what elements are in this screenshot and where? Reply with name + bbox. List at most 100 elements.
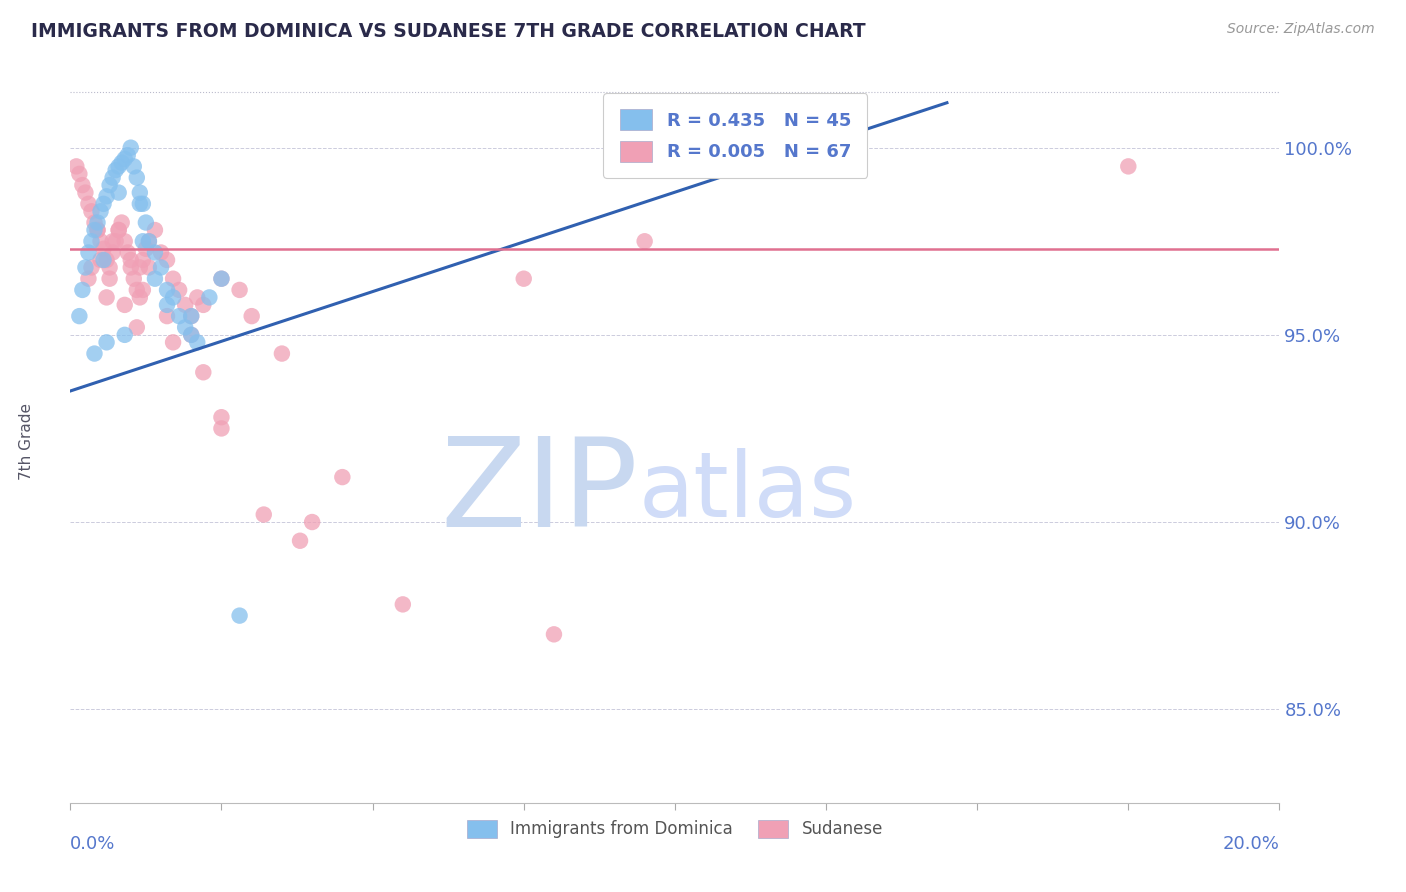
- Point: [193, 298, 215, 312]
- Point: [156, 252, 179, 267]
- Point: [301, 515, 323, 529]
- Point: [98, 260, 121, 275]
- Point: [93, 196, 115, 211]
- Point: [633, 234, 655, 248]
- Point: [77, 245, 100, 260]
- Point: [132, 283, 155, 297]
- Point: [107, 223, 129, 237]
- Point: [143, 245, 166, 260]
- Point: [150, 245, 173, 260]
- Point: [128, 196, 150, 211]
- Point: [120, 252, 142, 267]
- Point: [114, 234, 136, 248]
- Point: [180, 309, 202, 323]
- Point: [83, 223, 105, 237]
- Text: 7th Grade: 7th Grade: [20, 403, 34, 480]
- Point: [111, 155, 134, 169]
- Text: atlas: atlas: [638, 448, 856, 536]
- Point: [93, 252, 115, 267]
- Point: [80, 260, 103, 275]
- Point: [122, 160, 145, 174]
- Point: [86, 215, 108, 229]
- Point: [75, 186, 97, 200]
- Point: [96, 189, 118, 203]
- Legend: Immigrants from Dominica, Sudanese: Immigrants from Dominica, Sudanese: [460, 813, 890, 845]
- Point: [228, 608, 250, 623]
- Point: [83, 215, 105, 229]
- Point: [135, 215, 157, 229]
- Point: [125, 283, 148, 297]
- Point: [104, 234, 127, 248]
- Point: [156, 309, 179, 323]
- Point: [174, 298, 197, 312]
- Point: [180, 309, 202, 323]
- Point: [90, 204, 111, 219]
- Point: [211, 421, 233, 435]
- Point: [174, 320, 197, 334]
- Point: [211, 271, 233, 285]
- Point: [228, 283, 250, 297]
- Point: [104, 163, 127, 178]
- Point: [193, 365, 215, 379]
- Point: [86, 223, 108, 237]
- Point: [90, 234, 111, 248]
- Point: [167, 283, 190, 297]
- Point: [77, 196, 100, 211]
- Point: [101, 170, 124, 185]
- Point: [211, 271, 233, 285]
- Point: [72, 178, 94, 193]
- Point: [117, 148, 139, 162]
- Point: [180, 327, 202, 342]
- Text: 0.0%: 0.0%: [70, 835, 115, 854]
- Point: [114, 327, 136, 342]
- Point: [96, 335, 118, 350]
- Point: [253, 508, 276, 522]
- Point: [93, 242, 115, 256]
- Point: [120, 141, 142, 155]
- Point: [125, 170, 148, 185]
- Point: [162, 271, 184, 285]
- Point: [80, 204, 103, 219]
- Point: [543, 627, 565, 641]
- Point: [138, 260, 160, 275]
- Point: [332, 470, 354, 484]
- Point: [138, 234, 160, 248]
- Point: [107, 186, 129, 200]
- Point: [128, 260, 150, 275]
- Point: [117, 245, 139, 260]
- Point: [211, 410, 233, 425]
- Point: [143, 223, 166, 237]
- Point: [67, 309, 90, 323]
- Point: [86, 223, 108, 237]
- Point: [98, 178, 121, 193]
- Point: [186, 290, 208, 304]
- Point: [270, 346, 294, 360]
- Point: [132, 196, 155, 211]
- Point: [162, 335, 184, 350]
- Text: IMMIGRANTS FROM DOMINICA VS SUDANESE 7TH GRADE CORRELATION CHART: IMMIGRANTS FROM DOMINICA VS SUDANESE 7TH…: [31, 22, 866, 41]
- Point: [138, 234, 160, 248]
- Point: [240, 309, 263, 323]
- Point: [120, 260, 142, 275]
- Point: [1118, 160, 1140, 174]
- Point: [77, 271, 100, 285]
- Point: [143, 271, 166, 285]
- Text: Source: ZipAtlas.com: Source: ZipAtlas.com: [1227, 22, 1375, 37]
- Point: [80, 234, 103, 248]
- Point: [101, 234, 124, 248]
- Point: [288, 533, 311, 548]
- Point: [114, 298, 136, 312]
- Point: [107, 160, 129, 174]
- Point: [128, 186, 150, 200]
- Point: [128, 290, 150, 304]
- Text: 20.0%: 20.0%: [1223, 835, 1279, 854]
- Point: [101, 245, 124, 260]
- Text: ZIP: ZIP: [440, 432, 638, 553]
- Point: [167, 309, 190, 323]
- Point: [132, 252, 155, 267]
- Point: [96, 252, 118, 267]
- Point: [114, 152, 136, 166]
- Point: [186, 335, 208, 350]
- Point: [90, 252, 111, 267]
- Point: [65, 160, 87, 174]
